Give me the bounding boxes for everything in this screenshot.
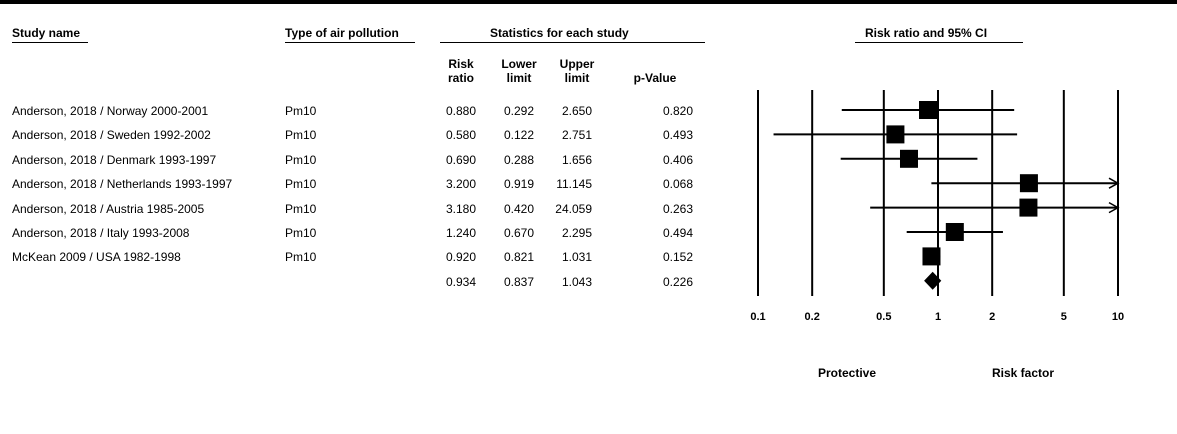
p-cell: 0.068 bbox=[662, 177, 693, 191]
pollution-type-cell: Pm10 bbox=[285, 153, 317, 167]
col-lower-line1: Lower bbox=[501, 57, 537, 71]
rr-cell: 3.200 bbox=[445, 177, 476, 191]
col-lower-limit: Lower limit bbox=[494, 57, 544, 85]
header-risk-ratio-ci: Risk ratio and 95% CI bbox=[865, 26, 988, 40]
upper-cell: 24.059 bbox=[555, 202, 592, 216]
col-risk-ratio-line2: ratio bbox=[447, 71, 474, 85]
point-estimate bbox=[886, 125, 905, 144]
risk-factor-label: Risk factor bbox=[992, 366, 1055, 380]
col-p-line1: p-Value bbox=[633, 71, 677, 85]
pollution-type-cell: Pm10 bbox=[285, 128, 317, 142]
p-cell: 0.493 bbox=[662, 128, 693, 142]
tick-label: 0.5 bbox=[876, 311, 891, 323]
header-stats-underline bbox=[440, 42, 705, 43]
lower-cell: 0.821 bbox=[503, 250, 534, 264]
lower-cell: 0.670 bbox=[503, 226, 534, 240]
pollution-type-cell: Pm10 bbox=[285, 250, 317, 264]
ci-arrow bbox=[1108, 177, 1120, 189]
tick-label: 0.2 bbox=[805, 311, 820, 323]
tick-label: 2 bbox=[989, 311, 995, 323]
study-name-cell: Anderson, 2018 / Denmark 1993-1997 bbox=[12, 153, 217, 167]
study-name-cell: Anderson, 2018 / Norway 2000-2001 bbox=[12, 104, 209, 118]
point-estimate bbox=[919, 101, 938, 119]
tick-label: 10 bbox=[1112, 311, 1124, 323]
study-name-cell: Anderson, 2018 / Austria 1985-2005 bbox=[12, 202, 205, 216]
col-upper-limit: Upper limit bbox=[552, 57, 602, 85]
pollution-type-cell: Pm10 bbox=[285, 104, 317, 118]
col-risk-ratio: Risk ratio bbox=[436, 57, 486, 85]
point-estimate bbox=[899, 149, 918, 168]
col-p-value: p-Value bbox=[620, 71, 690, 85]
col-risk-ratio-line1: Risk bbox=[448, 57, 474, 71]
pooled-diamond bbox=[924, 271, 942, 290]
lower-cell: 0.919 bbox=[503, 177, 534, 191]
pollution-type-cell: Pm10 bbox=[285, 202, 317, 216]
summary-rr-cell: 0.934 bbox=[445, 275, 476, 289]
summary-lower-cell: 0.837 bbox=[503, 275, 534, 289]
col-upper-line2: limit bbox=[564, 71, 590, 85]
tick-label: 1 bbox=[935, 311, 941, 323]
pollution-type-cell: Pm10 bbox=[285, 226, 317, 240]
header-pollution-type: Type of air pollution bbox=[285, 26, 399, 40]
upper-cell: 2.650 bbox=[561, 104, 592, 118]
header-study-name: Study name bbox=[12, 26, 81, 40]
rr-cell: 0.580 bbox=[445, 128, 476, 142]
top-rule bbox=[0, 0, 1177, 4]
tick-label: 5 bbox=[1061, 311, 1067, 323]
rr-cell: 0.690 bbox=[445, 153, 476, 167]
p-cell: 0.406 bbox=[662, 153, 693, 167]
point-estimate bbox=[1019, 198, 1038, 217]
summary-p-cell: 0.226 bbox=[662, 275, 693, 289]
rr-cell: 0.920 bbox=[445, 250, 476, 264]
study-name-cell: Anderson, 2018 / Netherlands 1993-1997 bbox=[12, 177, 233, 191]
lower-cell: 0.292 bbox=[503, 104, 534, 118]
col-upper-line1: Upper bbox=[559, 57, 595, 71]
header-type-underline bbox=[285, 42, 415, 43]
p-cell: 0.152 bbox=[662, 250, 693, 264]
ci-arrow bbox=[1108, 201, 1120, 214]
summary-upper-cell: 1.043 bbox=[561, 275, 592, 289]
p-cell: 0.263 bbox=[662, 202, 693, 216]
protective-label: Protective bbox=[818, 366, 877, 380]
rr-cell: 3.180 bbox=[445, 202, 476, 216]
upper-cell: 2.295 bbox=[561, 226, 592, 240]
study-name-cell: Anderson, 2018 / Italy 1993-2008 bbox=[12, 226, 190, 240]
upper-cell: 11.145 bbox=[556, 177, 592, 191]
header-plot-underline bbox=[855, 42, 1023, 43]
rr-cell: 1.240 bbox=[445, 226, 476, 240]
forest-plot: 0.1 0.2 0.5 1 2 5 10 bbox=[750, 90, 1124, 323]
tick-label: 0.1 bbox=[750, 311, 765, 323]
point-estimate bbox=[922, 247, 941, 266]
header-statistics: Statistics for each study bbox=[490, 26, 629, 40]
pollution-type-cell: Pm10 bbox=[285, 177, 317, 191]
rr-cell: 0.880 bbox=[445, 104, 476, 118]
upper-cell: 1.656 bbox=[561, 153, 592, 167]
study-name-cell: McKean 2009 / USA 1982-1998 bbox=[12, 250, 181, 264]
header-study-underline bbox=[12, 42, 88, 43]
p-cell: 0.494 bbox=[662, 226, 693, 240]
study-name-cell: Anderson, 2018 / Sweden 1992-2002 bbox=[12, 128, 211, 142]
p-cell: 0.820 bbox=[662, 104, 693, 118]
lower-cell: 0.122 bbox=[503, 128, 534, 142]
lower-cell: 0.420 bbox=[503, 202, 534, 216]
col-lower-line2: limit bbox=[506, 71, 532, 85]
upper-cell: 2.751 bbox=[561, 128, 592, 142]
lower-cell: 0.288 bbox=[503, 153, 534, 167]
point-estimate bbox=[945, 223, 964, 241]
upper-cell: 1.031 bbox=[561, 250, 592, 264]
point-estimate bbox=[1019, 174, 1038, 193]
